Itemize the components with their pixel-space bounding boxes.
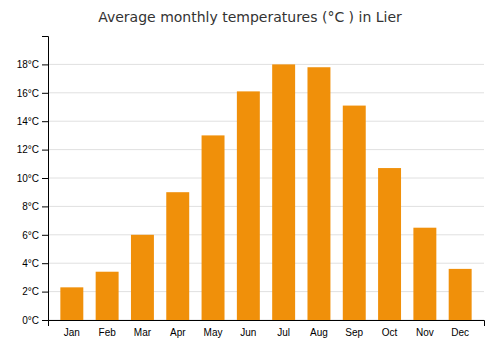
x-tick: Mar [134,327,152,338]
x-tick-label: Mar [134,327,152,338]
x-tick: Jul [277,327,290,338]
x-tick-label: Jan [64,327,80,338]
y-tick-mark [42,64,48,65]
y-tick-mark [42,292,48,293]
y-tick-label: 10°C [17,173,39,184]
bar [343,106,366,320]
x-axis: Jan Feb Mar Apr May Jun Jul Aug Sep Oct Nov Dec [49,321,485,339]
y-tick: 8°C [22,201,48,212]
x-tick: May [204,327,223,338]
chart-svg: 0°C 2°C 4°C 6°C 8°C 10°C 12°C 14°C 16°C 18°C Jan Fe… [0,0,500,350]
y-axis-line [42,37,49,321]
x-tick-label: Oct [382,327,398,338]
title: Average monthly temperatures (°C ) in Li… [98,9,402,25]
x-tick: Jan [64,327,80,338]
x-tick: Oct [382,327,398,338]
y-tick-label: 6°C [22,230,39,241]
x-tick: Dec [451,327,469,338]
x-tick-label: Nov [416,327,434,338]
y-tick-mark [42,178,48,179]
bar [307,67,330,320]
y-tick-label: 18°C [17,59,39,70]
y-tick: 12°C [17,144,48,155]
bar [166,192,189,320]
grid-line [48,149,484,150]
y-tick-mark [42,121,48,122]
x-tick-label: Jul [277,327,290,338]
x-tick-label: May [204,327,223,338]
x-axis-line [49,321,485,327]
x-tick-label: Feb [99,327,117,338]
bar [449,269,472,320]
y-tick: 4°C [22,258,48,269]
y-tick: 14°C [17,116,48,127]
y-tick: 6°C [22,230,48,241]
grid-line [48,178,484,179]
x-tick: Apr [170,327,186,338]
y-tick-mark [42,320,48,321]
y-tick-mark [42,150,48,151]
grid-line [48,121,484,122]
bar [378,168,401,320]
y-tick-label: 12°C [17,144,39,155]
bar [237,91,260,320]
bar [272,64,295,320]
x-tick-label: Aug [310,327,328,338]
y-tick: 0°C [22,315,48,326]
x-tick-label: Jun [240,327,256,338]
bar [131,235,154,320]
y-tick-label: 0°C [22,315,39,326]
bars [60,64,471,320]
y-tick: 16°C [17,88,48,99]
y-tick: 2°C [22,286,48,297]
x-tick-label: Sep [345,327,363,338]
bar [60,287,83,320]
bar [202,135,225,320]
y-tick-label: 2°C [22,286,39,297]
chart-container: 0°C 2°C 4°C 6°C 8°C 10°C 12°C 14°C 16°C 18°C Jan Fe… [0,0,500,350]
x-tick: Aug [310,327,328,338]
bar [96,272,119,320]
y-tick-label: 4°C [22,258,39,269]
x-tick-label: Dec [451,327,469,338]
y-tick-mark [42,263,48,264]
bar [413,228,436,320]
y-tick-mark [42,93,48,94]
y-tick-mark [42,206,48,207]
x-tick: Nov [416,327,434,338]
plot-area: 0°C 2°C 4°C 6°C 8°C 10°C 12°C 14°C 16°C 18°C Jan Fe… [17,37,485,339]
y-tick-label: 14°C [17,116,39,127]
x-tick: Sep [345,327,363,338]
y-tick: 18°C [17,59,48,70]
x-tick-label: Apr [170,327,186,338]
x-tick: Feb [99,327,117,338]
y-tick-label: 8°C [22,201,39,212]
grid-line [48,206,484,207]
grid [48,64,484,320]
y-axis: 0°C 2°C 4°C 6°C 8°C 10°C 12°C 14°C 16°C 18°C [17,37,49,326]
y-tick-label: 16°C [17,88,39,99]
x-tick: Jun [240,327,256,338]
grid-line [48,92,484,93]
y-tick: 10°C [17,173,48,184]
y-tick-mark [42,235,48,236]
grid-line [48,64,484,65]
